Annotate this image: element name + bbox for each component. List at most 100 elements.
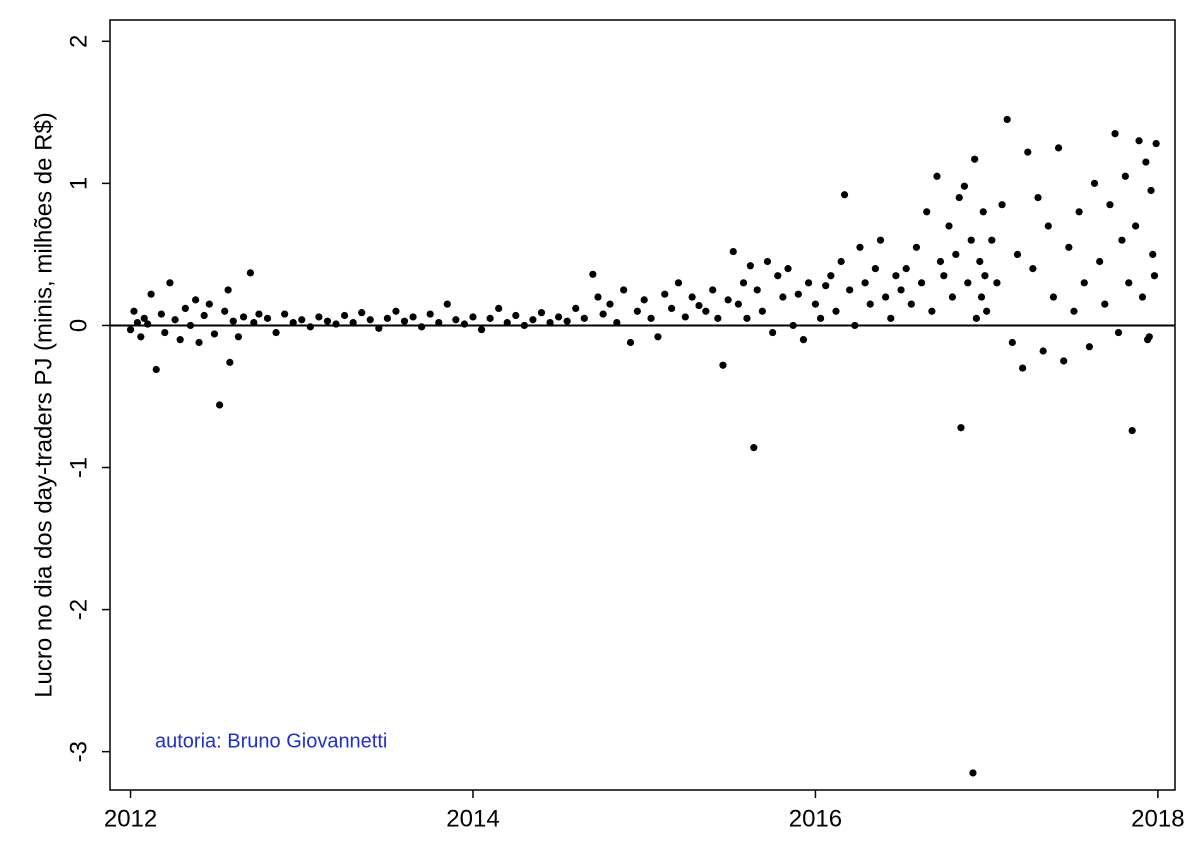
point [234,333,243,341]
point [1039,347,1047,355]
point [902,265,910,273]
point [263,314,272,322]
point [1090,179,1099,187]
point [907,300,915,308]
annotation: autoria: Bruno Giovannetti [155,730,387,752]
point [130,307,138,315]
point [426,310,434,318]
point [1065,243,1073,251]
point [418,323,426,331]
point [563,317,571,325]
point [126,326,135,334]
point [1118,236,1126,244]
y-axis-label: Lucro no dia dos day-traders PJ (minis, … [30,112,57,698]
point [912,243,921,251]
point [688,293,696,301]
point [988,236,996,244]
point [724,296,732,304]
point [144,320,152,328]
point [152,365,160,374]
point [580,314,588,322]
point [1008,338,1016,347]
point [640,296,648,304]
point [763,257,772,266]
point [832,307,840,315]
point [512,311,520,320]
point [983,307,991,315]
point [979,208,987,216]
point [215,401,224,409]
point [599,310,607,318]
point [589,270,597,278]
point [205,300,213,308]
point [210,330,219,338]
point [503,319,511,327]
point [952,250,960,259]
point [383,314,391,322]
point [340,311,349,320]
point [972,314,980,322]
point [171,316,179,324]
point [993,279,1001,287]
point [837,257,845,266]
point [200,311,208,320]
point [758,307,766,315]
point [709,286,717,294]
point [250,319,258,327]
point [349,319,357,327]
y-tick-label: -3 [65,741,92,762]
point [1013,250,1022,259]
point [306,323,314,331]
point [936,257,945,266]
point [661,290,669,298]
point [804,279,813,287]
point [784,265,792,273]
point [923,208,931,216]
point [779,293,787,301]
point [969,769,977,777]
point [1019,364,1027,372]
point [981,272,989,280]
point [866,300,874,308]
point [964,279,972,287]
point [529,316,537,324]
point [1149,250,1157,259]
x-tick-label: 2012 [104,805,157,832]
point [555,313,563,321]
point [654,333,662,341]
point [998,201,1006,209]
point [1132,222,1140,230]
point [794,290,802,298]
point [281,310,289,318]
point [375,324,383,332]
point [769,328,777,337]
point [811,300,820,308]
point [409,313,417,321]
point [332,320,340,328]
point [897,286,905,294]
point [1049,293,1058,301]
point [955,193,963,202]
point [1003,115,1011,124]
point [887,314,895,322]
point [933,172,941,180]
y-tick-label: -1 [65,457,92,478]
point [750,444,758,452]
point [255,310,263,318]
point [871,265,879,273]
point [1096,257,1104,266]
point [166,279,174,287]
point [192,296,200,304]
point [960,182,968,190]
point [1114,328,1123,337]
point [606,300,614,308]
x-tick-label: 2018 [1131,805,1184,832]
point [739,279,748,287]
point [435,319,443,327]
point [1054,144,1063,152]
point [940,272,948,280]
point [572,304,580,312]
point [289,319,297,327]
